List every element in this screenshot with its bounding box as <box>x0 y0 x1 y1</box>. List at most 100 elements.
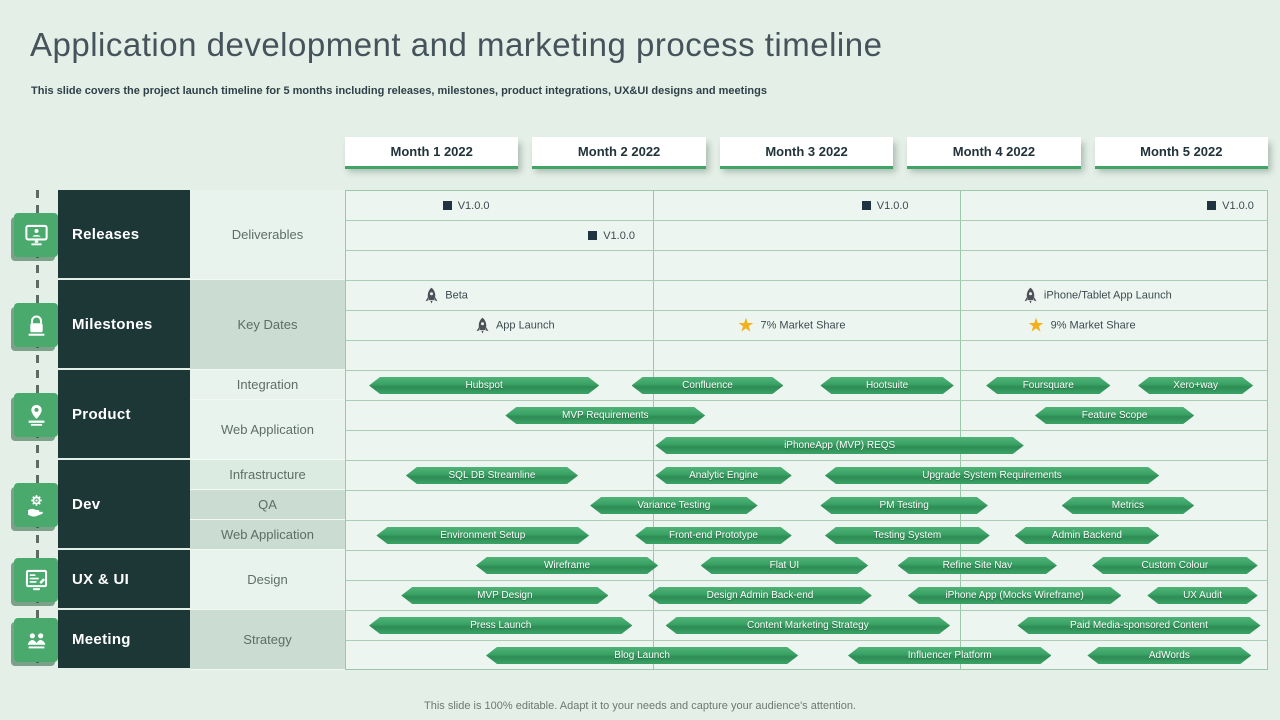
timeline-bar: Content Marketing Strategy <box>666 617 951 634</box>
version-marker: V1.0.0 <box>861 199 909 212</box>
timeline-bar-label: iPhoneApp (MVP) REQS <box>784 440 896 451</box>
releases-icon <box>14 213 58 257</box>
timeline-bar-label: Testing System <box>873 530 942 541</box>
timeline-bar: AdWords <box>1087 647 1251 664</box>
timeline-bar-label: Environment Setup <box>440 530 526 541</box>
marker-label: 9% Market Share <box>1050 319 1136 332</box>
timeline-bar: Environment Setup <box>376 527 589 544</box>
marker-label: V1.0.0 <box>603 229 636 242</box>
version-marker: V1.0.0 <box>442 199 490 212</box>
timeline-bar: Blog Launch <box>486 647 798 664</box>
rocket-icon <box>475 317 490 334</box>
section-label: UX & UI <box>58 550 190 608</box>
milestones-icon <box>14 303 58 347</box>
timeline-bar-label: iPhone App (Mocks Wireframe) <box>945 590 1084 601</box>
footer-note: This slide is 100% editable. Adapt it to… <box>424 700 856 712</box>
page-title: Application development and marketing pr… <box>30 26 883 63</box>
integration-row: Hubspot Confluence Hootsuite Foursquare Xero… <box>346 371 1267 401</box>
timeline-bar-label: Paid Media-sponsored Content <box>1070 620 1208 631</box>
version-square-icon <box>588 231 598 240</box>
timeline-bar: iPhoneApp (MVP) REQS <box>655 437 1023 454</box>
timeline-bar-label: Wireframe <box>543 560 591 571</box>
milestones-row-2: App Launch ★ 7% Market Share ★ 9% Market Sha… <box>346 311 1267 341</box>
section-label: Dev <box>58 460 190 548</box>
milestones-row-1: Beta iPhone/Tablet App Launch <box>346 281 1267 311</box>
sub-label: Web Application <box>190 520 345 550</box>
timeline-bar-label: PM Testing <box>879 500 929 511</box>
timeline-bar-label: Feature Scope <box>1081 410 1148 421</box>
timeline-bar: Variance Testing <box>590 497 758 514</box>
timeline-bar: Testing System <box>825 527 990 544</box>
timeline-bar-label: Press Launch <box>470 620 532 631</box>
marker-label: V1.0.0 <box>1222 199 1254 212</box>
timeline-bar: Foursquare <box>986 377 1110 394</box>
star-marker: ★ 9% Market Share <box>1028 316 1136 335</box>
timeline-bar: Refine Site Nav <box>898 557 1057 574</box>
star-icon: ★ <box>1027 315 1045 336</box>
releases-row-1: V1.0.0 V1.0.0 V1.0.0 <box>346 191 1267 221</box>
timeline-bar: MVP Design <box>401 587 608 604</box>
timeline-bar-label: Variance Testing <box>637 500 711 511</box>
star-marker: ★ 7% Market Share <box>737 316 845 335</box>
timeline-bar-label: Analytic Engine <box>689 470 759 481</box>
design-row-2: MVP Design Design Admin Back-end iPhone Ap… <box>346 581 1267 611</box>
month-header: Month 2 2022 <box>532 137 706 166</box>
sub-label: Deliverables <box>190 190 345 280</box>
timeline-bar-label: Confluence <box>682 380 733 391</box>
page-subtitle: This slide covers the project launch tim… <box>31 85 767 97</box>
rocket-icon <box>424 287 439 304</box>
timeline-bar-label: SQL DB Streamline <box>448 470 536 481</box>
sub-label: Web Application <box>190 400 345 460</box>
timeline-bar-label: Content Marketing Strategy <box>747 620 869 631</box>
timeline-bar: Hootsuite <box>820 377 954 394</box>
rocket-icon <box>1023 287 1038 304</box>
rocket-marker: iPhone/Tablet App Launch <box>1023 287 1172 304</box>
timeline-bar: Confluence <box>632 377 784 394</box>
marker-label: V1.0.0 <box>876 199 909 212</box>
web-app-row-1: MVP Requirements Feature Scope <box>346 401 1267 431</box>
marker-label: V1.0.0 <box>457 199 490 212</box>
infrastructure-row: SQL DB Streamline Analytic Engine Upgrade … <box>346 461 1267 491</box>
timeline-bar-label: Design Admin Back-end <box>706 590 814 601</box>
meeting-icon <box>14 618 58 662</box>
timeline-bar: Metrics <box>1062 497 1195 514</box>
timeline-bar-label: Upgrade System Requirements <box>922 470 1062 481</box>
sub-label: QA <box>190 490 345 520</box>
design-row-1: Wireframe Flat UI Refine Site Nav Custom Co… <box>346 551 1267 581</box>
timeline-bar-label: Foursquare <box>1022 380 1074 391</box>
sub-label: Key Dates <box>190 280 345 370</box>
timeline-bar-label: Hootsuite <box>865 380 909 391</box>
sub-label: Infrastructure <box>190 460 345 490</box>
timeline-bar: iPhone App (Mocks Wireframe) <box>908 587 1122 604</box>
timeline-bar-label: Hubspot <box>465 380 503 391</box>
product-icon <box>14 393 58 437</box>
timeline-bar: UX Audit <box>1147 587 1258 604</box>
timeline-bar: Influencer Platform <box>848 647 1052 664</box>
timeline-bar-label: Blog Launch <box>614 650 670 661</box>
timeline-bar: PM Testing <box>820 497 988 514</box>
star-icon: ★ <box>737 315 755 336</box>
timeline-bar: Press Launch <box>369 617 632 634</box>
timeline-bar: Custom Colour <box>1092 557 1258 574</box>
releases-row-2: V1.0.0 <box>346 221 1267 251</box>
timeline-bar: Wireframe <box>476 557 658 574</box>
section-label: Meeting <box>58 610 190 668</box>
timeline-bar: Hubspot <box>369 377 599 394</box>
timeline-bar: Front-end Prototype <box>635 527 792 544</box>
timeline-bar: Admin Backend <box>1015 527 1160 544</box>
strategy-row-1: Press Launch Content Marketing Strategy Pa… <box>346 611 1267 641</box>
timeline-bar-label: Admin Backend <box>1051 530 1122 541</box>
timeline-bar-label: MVP Design <box>477 590 533 601</box>
timeline-bar: Flat UI <box>701 557 869 574</box>
version-square-icon <box>1207 201 1217 210</box>
dev-icon <box>14 483 58 527</box>
marker-label: App Launch <box>495 319 555 332</box>
month-header-row: Month 1 2022 Month 2 2022 Month 3 2022 Mont… <box>345 137 1269 166</box>
timeline-bar: Upgrade System Requirements <box>825 467 1159 484</box>
dev-web-app-row: Environment Setup Front-end Prototype Test… <box>346 521 1267 551</box>
marker-label: iPhone/Tablet App Launch <box>1043 289 1172 302</box>
releases-row-3 <box>346 251 1267 281</box>
timeline-bar-label: Custom Colour <box>1141 560 1209 571</box>
sub-label: Design <box>190 550 345 610</box>
